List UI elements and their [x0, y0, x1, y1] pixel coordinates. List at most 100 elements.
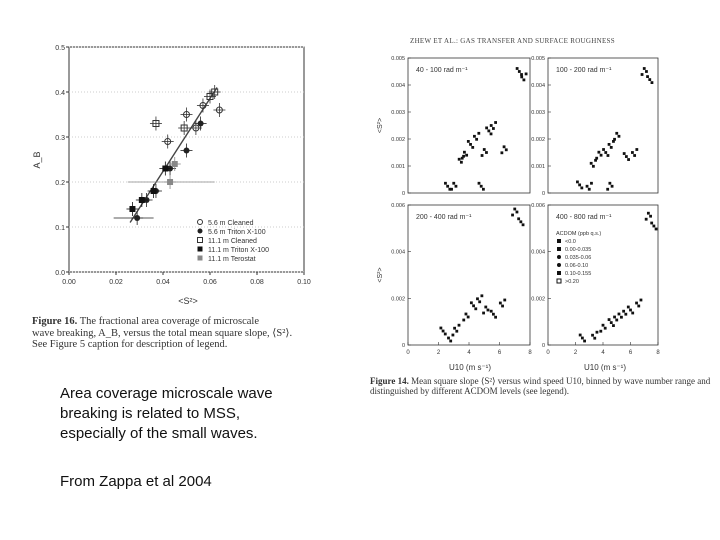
- data-point: [498, 301, 502, 305]
- data-point: [626, 305, 630, 309]
- x-tick-label: 4: [467, 350, 471, 356]
- data-point: [192, 124, 200, 132]
- data-point: [478, 300, 482, 304]
- data-point: [455, 329, 459, 333]
- data-point: [448, 187, 452, 191]
- data-point: [612, 324, 615, 327]
- data-point: [603, 326, 607, 330]
- data-point: [522, 78, 526, 82]
- data-point: [649, 214, 652, 218]
- x-tick-label: 0.08: [250, 279, 264, 286]
- data-point: [494, 121, 497, 124]
- y-tick-label: 0.004: [531, 250, 545, 256]
- panel-label: 100 - 200 rad m⁻¹: [556, 67, 612, 74]
- data-point: [599, 153, 603, 157]
- data-point: [457, 323, 461, 327]
- data-point: [583, 339, 586, 343]
- data-point: [515, 210, 519, 214]
- data-point: [631, 151, 634, 154]
- data-point: [489, 132, 493, 136]
- data-point: [517, 217, 521, 221]
- left-figure-caption: Figure 16. The fractional area coverage …: [32, 316, 322, 351]
- x-tick-label: 0.04: [156, 279, 170, 286]
- y-tick-label: 0.003: [391, 110, 405, 116]
- y-tick-label: 0.002: [391, 296, 405, 302]
- data-point: [606, 187, 610, 191]
- data-point: [644, 217, 648, 221]
- data-point: [515, 67, 519, 70]
- data-point: [633, 154, 637, 157]
- data-point: [594, 158, 597, 162]
- caption-label: Figure 16.: [32, 316, 78, 327]
- data-point: [517, 70, 521, 73]
- data-point: [479, 184, 483, 188]
- x-tick-label: 0.06: [203, 279, 217, 286]
- data-point: [469, 143, 472, 146]
- data-point: [466, 140, 470, 143]
- data-point: [502, 145, 506, 149]
- data-point: [484, 305, 488, 309]
- x-tick-label: 0.02: [109, 279, 123, 286]
- data-point: [613, 137, 616, 141]
- data-point: [197, 246, 203, 252]
- y-tick-label: 0: [402, 343, 405, 349]
- data-point: [197, 255, 203, 261]
- data-point: [129, 206, 136, 212]
- data-point: [576, 180, 579, 184]
- data-point: [635, 148, 639, 151]
- data-point: [465, 153, 469, 157]
- data-point: [183, 111, 190, 118]
- data-point: [591, 333, 594, 337]
- y-tick-label: 0.001: [391, 164, 405, 170]
- data-point: [457, 157, 461, 161]
- data-point: [593, 336, 597, 340]
- data-point: [164, 138, 172, 145]
- data-point: [477, 131, 481, 135]
- data-point: [557, 255, 561, 259]
- data-point: [513, 207, 517, 211]
- slide-note: Area coverage microscale wave breaking i…: [60, 384, 273, 444]
- data-point: [597, 150, 601, 154]
- legend-label: 5.6 m Cleaned: [208, 220, 254, 227]
- data-point: [453, 326, 456, 330]
- data-point: [138, 197, 145, 203]
- data-point: [520, 75, 524, 79]
- data-point: [646, 211, 650, 215]
- data-point: [492, 127, 495, 130]
- x-axis-label: U10 (m s⁻¹): [584, 363, 626, 372]
- y-tick-label: 0.004: [391, 250, 405, 256]
- data-point: [486, 308, 490, 312]
- data-point: [449, 339, 453, 343]
- data-point: [622, 152, 626, 155]
- data-point: [473, 134, 476, 138]
- y-tick-label: 0.002: [531, 296, 545, 302]
- y-tick-label: 0.005: [531, 56, 545, 62]
- data-point: [557, 239, 561, 243]
- data-point: [197, 219, 203, 225]
- data-point: [646, 75, 649, 78]
- y-tick-label: 0.002: [531, 137, 545, 143]
- data-point: [612, 140, 615, 143]
- data-point: [622, 309, 626, 313]
- data-point: [466, 315, 470, 319]
- legend-title: ACDOM (ppb q.s.): [556, 231, 601, 237]
- data-point: [629, 308, 632, 312]
- data-point: [617, 134, 621, 138]
- legend: 5.6 m Cleaned 5.6 m Triton X-100 11.1 m Cl…: [197, 219, 269, 263]
- panel: 200 - 400 rad m⁻¹ <S²> 0 0.002 0.004 0.006 0 2 4…: [377, 203, 532, 356]
- data-point: [152, 120, 160, 127]
- data-point: [482, 187, 485, 191]
- data-point: [439, 326, 443, 330]
- y-axis-label: A_B: [32, 151, 42, 168]
- data-point: [650, 221, 654, 225]
- data-point: [578, 333, 582, 337]
- y-tick-label: 0.004: [531, 83, 545, 89]
- data-point: [211, 88, 219, 96]
- panel: 400 - 800 rad m⁻¹ 0 0.002 0.004 0.006 0 2 4 6 8 AC…: [531, 203, 660, 356]
- data-point: [521, 223, 525, 227]
- data-point: [482, 311, 485, 315]
- data-point: [482, 148, 486, 151]
- y-tick-label: 0: [542, 191, 545, 197]
- data-point: [590, 181, 593, 185]
- data-point: [443, 332, 447, 336]
